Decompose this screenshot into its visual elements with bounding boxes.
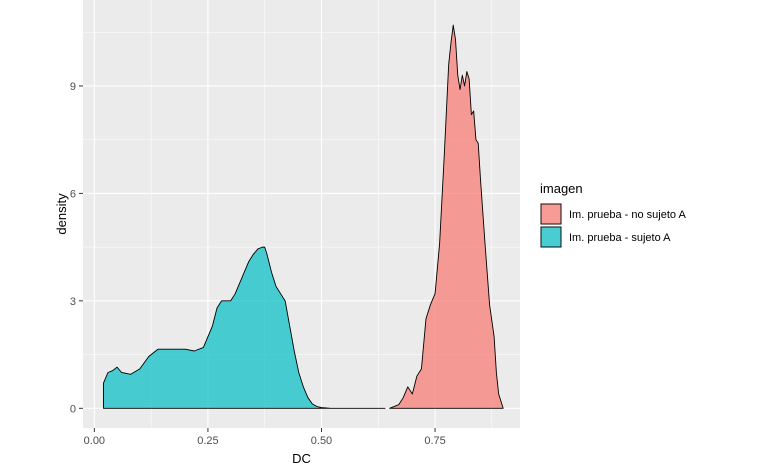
x-tick-label: 0.75	[424, 435, 445, 447]
y-tick-label: 3	[70, 296, 76, 308]
x-axis: 0.00 0.25 0.50 0.75	[84, 428, 446, 447]
y-axis: 0 3 6 9	[70, 81, 83, 415]
density-area-1	[389, 24, 504, 409]
y-axis-title: density	[54, 193, 69, 235]
legend-entry-label: Im. prueba - sujeto A	[569, 232, 671, 244]
y-tick-label: 6	[70, 188, 76, 200]
y-tick-label: 9	[70, 81, 76, 93]
x-tick-label: 0.00	[84, 435, 105, 447]
legend-entry-label: Im. prueba - no sujeto A	[569, 209, 686, 221]
legend: imagen Im. prueba - no sujeto A Im. prueb…	[540, 181, 686, 248]
legend-key-swatch	[540, 203, 562, 225]
x-tick-label: 0.50	[311, 435, 332, 447]
x-axis-title: DC	[292, 451, 311, 466]
density-areas	[102, 24, 504, 409]
x-tick-label: 0.25	[197, 435, 218, 447]
legend-title: imagen	[540, 181, 583, 196]
density-area-2	[102, 246, 386, 409]
legend-key-swatch	[540, 226, 562, 248]
y-tick-label: 0	[70, 403, 76, 415]
